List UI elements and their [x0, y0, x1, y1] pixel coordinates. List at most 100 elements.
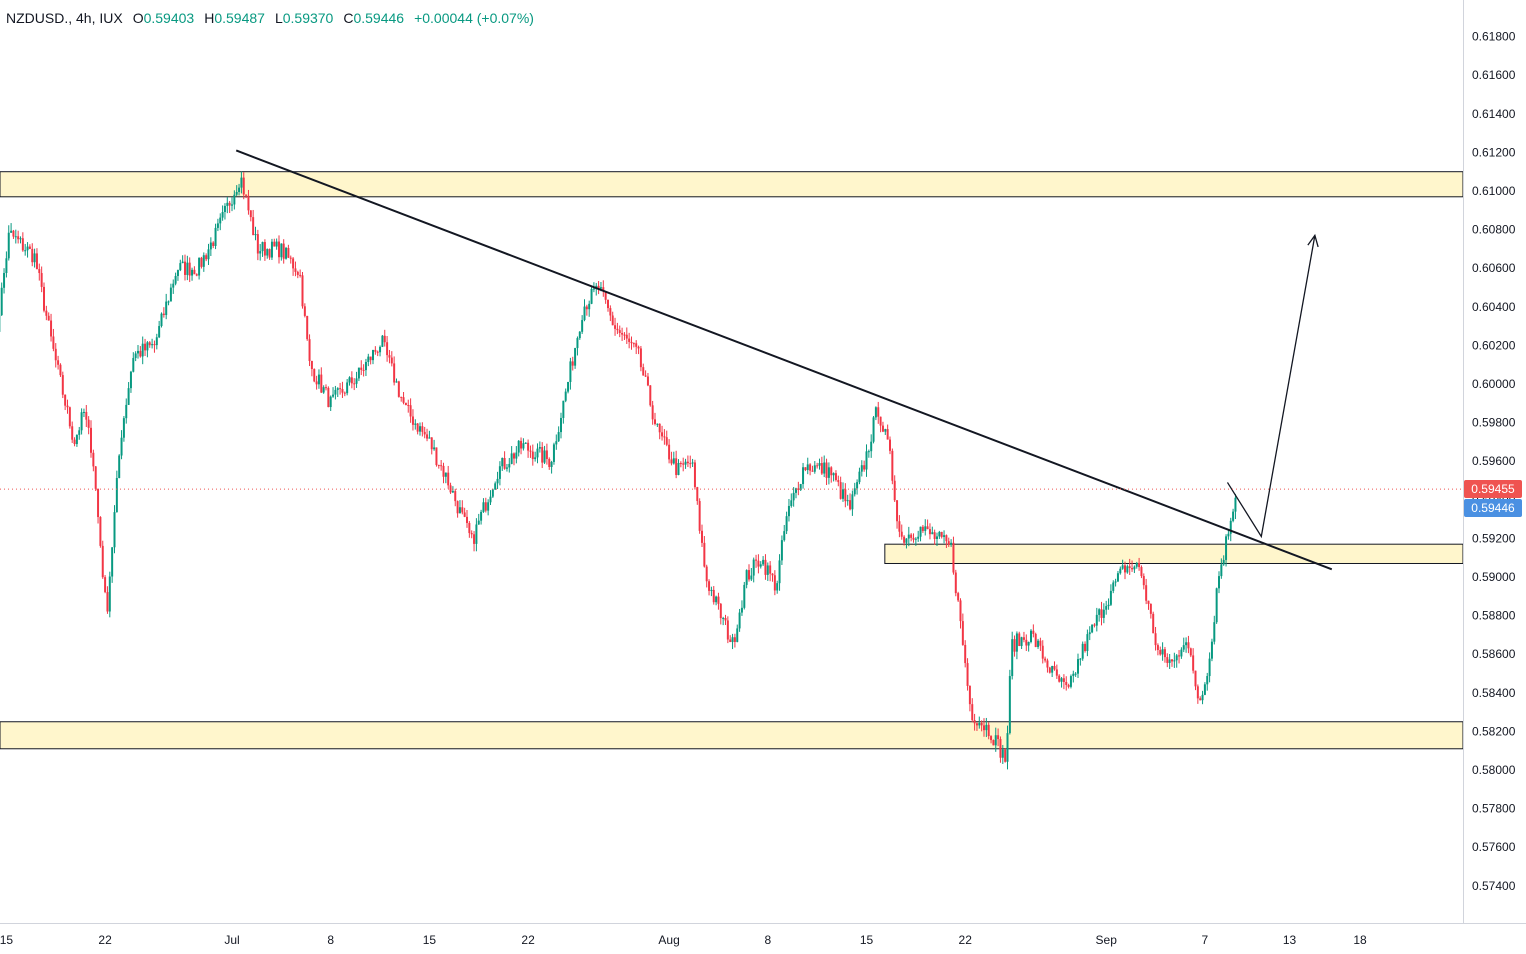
support-zone[interactable]: [0, 721, 1464, 750]
candle: [381, 334, 384, 348]
candle: [1154, 626, 1157, 651]
candle-body: [10, 230, 13, 233]
candle-body: [266, 249, 269, 256]
candle-body: [1039, 640, 1042, 646]
candle: [748, 564, 750, 582]
candle: [402, 391, 405, 405]
candle: [125, 398, 128, 424]
candle: [400, 396, 403, 402]
candle-body: [108, 576, 111, 612]
candle-body: [294, 268, 297, 272]
candle: [527, 439, 530, 458]
candle-body: [618, 330, 621, 334]
candle: [407, 399, 410, 413]
candle: [313, 368, 316, 383]
mid-zone[interactable]: [884, 543, 1464, 564]
candle-body: [931, 532, 934, 535]
candle-body: [661, 432, 664, 437]
candle-body: [1126, 566, 1129, 573]
candle-body: [635, 343, 638, 347]
time-axis[interactable]: 15 22 Jul 8 15 22 Aug 8 15 22 Sep 7 13 18: [0, 933, 1367, 947]
candle-body: [905, 538, 908, 543]
candle: [1062, 674, 1065, 690]
price-axis[interactable]: 0.61800 0.61600 0.61400 0.61200 0.61000 0.608…: [1472, 30, 1516, 893]
candle-body: [17, 236, 20, 240]
candle: [449, 482, 452, 494]
candle: [397, 380, 400, 398]
candle-body: [693, 462, 696, 488]
candle-body: [273, 241, 276, 247]
candle: [980, 720, 983, 732]
candle: [494, 481, 497, 490]
candle-body: [87, 419, 90, 428]
candle-body: [917, 536, 920, 539]
candle: [231, 197, 233, 212]
candle-body: [0, 287, 3, 316]
candle-body: [85, 411, 88, 420]
candle-body: [54, 348, 57, 361]
candle-body: [395, 381, 398, 383]
candle: [719, 603, 722, 625]
candle: [1147, 600, 1150, 610]
candle-body: [738, 612, 741, 629]
candle: [19, 236, 22, 244]
candle-body: [334, 389, 337, 395]
projection-path[interactable]: [1226, 235, 1316, 539]
candle: [896, 500, 899, 529]
candle-body: [339, 388, 342, 390]
candle: [28, 244, 31, 250]
candle: [423, 426, 426, 439]
candle: [569, 357, 572, 390]
candle-body: [1180, 649, 1183, 657]
candle-body: [881, 425, 884, 432]
candle-body: [160, 313, 163, 327]
candle-body: [668, 444, 671, 460]
candle-body: [1116, 573, 1119, 582]
candle: [278, 235, 280, 264]
descending-trendline[interactable]: [235, 149, 1333, 571]
candle-body: [628, 338, 631, 342]
candle-body: [1102, 609, 1105, 618]
candle-body: [33, 253, 36, 263]
candle-body: [604, 291, 607, 300]
close-value: 0.59446: [353, 10, 405, 26]
zones-layer: [0, 171, 1464, 750]
candle: [715, 595, 718, 606]
price-tick-label: 0.61200: [1472, 145, 1516, 159]
price-tick-label: 0.59800: [1472, 416, 1516, 430]
candle-body: [38, 269, 41, 274]
symbol-title[interactable]: NZDUSD., 4h, IUX: [6, 10, 123, 26]
candle: [45, 305, 48, 321]
candle: [1081, 641, 1084, 661]
candle-body: [498, 466, 501, 479]
time-tick-label: 22: [959, 933, 973, 947]
candle: [787, 498, 790, 522]
candle-body: [426, 434, 429, 439]
candle: [414, 419, 417, 430]
candle-body: [691, 462, 694, 464]
candle: [738, 608, 741, 632]
candle: [562, 400, 565, 424]
candle-body: [473, 534, 476, 544]
candle: [717, 592, 720, 610]
candle-body: [458, 507, 461, 514]
candle: [440, 459, 443, 471]
resistance-zone[interactable]: [0, 171, 1464, 198]
candle: [534, 451, 537, 462]
candle: [679, 461, 682, 468]
candle-body: [985, 724, 988, 731]
candle-body: [898, 521, 901, 532]
candle-body: [508, 463, 511, 468]
candle: [877, 401, 880, 424]
candle: [1060, 677, 1063, 688]
candle-body: [306, 315, 309, 340]
candle-body: [712, 589, 715, 603]
candle-body: [367, 356, 370, 362]
candle: [637, 345, 640, 355]
candle: [1168, 653, 1171, 669]
candle: [574, 347, 577, 369]
candle-body: [151, 344, 154, 346]
candle: [842, 482, 844, 502]
candle: [1020, 636, 1023, 650]
